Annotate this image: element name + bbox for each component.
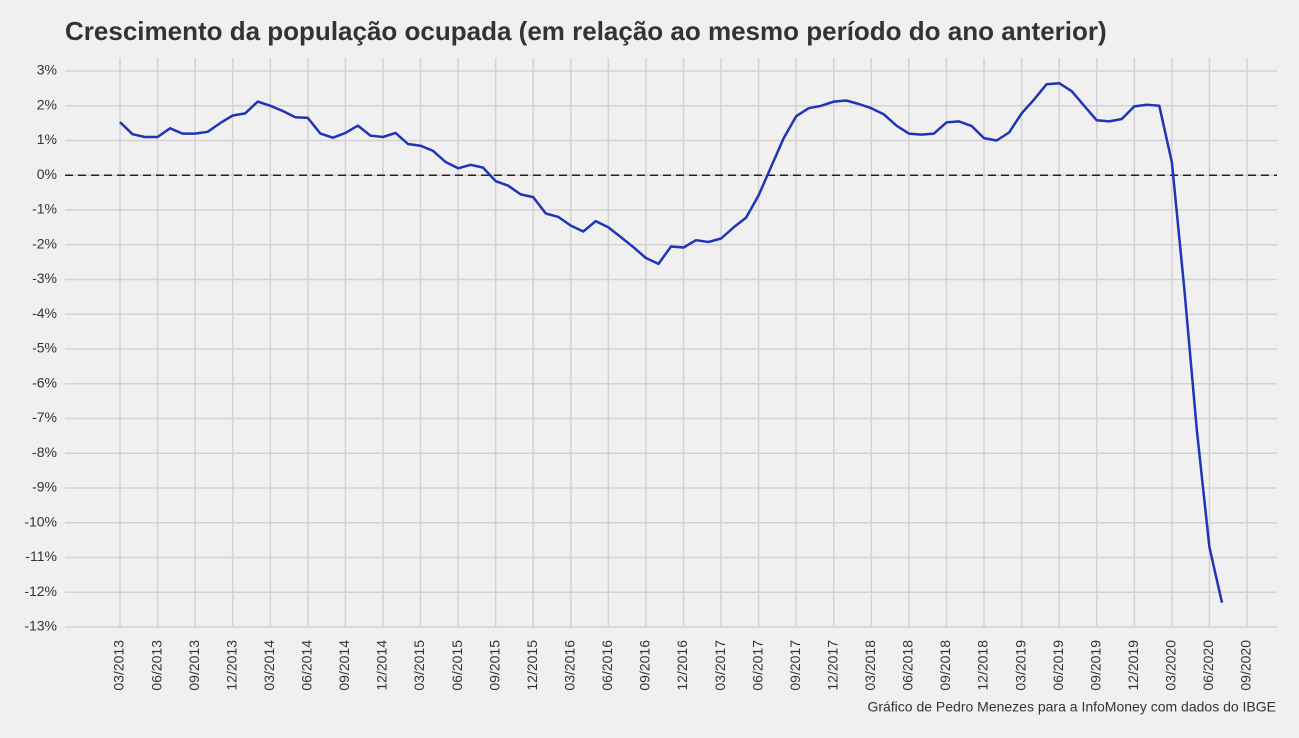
y-tick-label: -12% xyxy=(24,583,57,599)
x-tick-label: 09/2017 xyxy=(787,640,803,691)
y-tick-label: -10% xyxy=(24,513,57,529)
x-tick-label: 03/2015 xyxy=(411,640,427,691)
x-tick-label: 03/2016 xyxy=(562,640,578,691)
y-tick-label: -9% xyxy=(32,479,57,495)
y-tick-label: 0% xyxy=(37,166,57,182)
x-tick-label: 09/2019 xyxy=(1087,640,1103,691)
x-tick-label: 09/2015 xyxy=(486,640,502,691)
x-tick-label: 03/2013 xyxy=(111,640,127,691)
y-tick-label: -13% xyxy=(24,618,57,634)
y-tick-label: 2% xyxy=(37,96,57,112)
x-tick-label: 09/2016 xyxy=(637,640,653,691)
x-tick-label: 03/2020 xyxy=(1163,640,1179,691)
x-tick-label: 12/2016 xyxy=(674,640,690,691)
x-tick-label: 12/2017 xyxy=(824,640,840,691)
x-tick-label: 09/2013 xyxy=(186,640,202,691)
chart-title: Crescimento da população ocupada (em rel… xyxy=(65,16,1107,46)
x-tick-label: 03/2018 xyxy=(862,640,878,691)
y-tick-label: -1% xyxy=(32,201,57,217)
x-tick-label: 12/2019 xyxy=(1125,640,1141,691)
x-tick-label: 12/2018 xyxy=(975,640,991,691)
x-tick-label: 06/2017 xyxy=(749,640,765,691)
y-tick-label: 3% xyxy=(37,62,57,78)
caption: Gráfico de Pedro Menezes para a InfoMone… xyxy=(867,699,1276,715)
x-tick-label: 06/2018 xyxy=(900,640,916,691)
y-tick-label: -4% xyxy=(32,305,57,321)
y-tick-label: -11% xyxy=(25,548,57,564)
y-tick-label: 1% xyxy=(37,131,57,147)
y-tick-label: -8% xyxy=(32,444,57,460)
x-tick-label: 06/2016 xyxy=(599,640,615,691)
x-tick-label: 06/2014 xyxy=(299,640,315,691)
y-tick-label: -2% xyxy=(32,235,57,251)
x-tick-label: 12/2015 xyxy=(524,640,540,691)
x-tick-label: 12/2014 xyxy=(374,640,390,691)
y-tick-label: -7% xyxy=(32,409,57,425)
y-tick-label: -3% xyxy=(32,270,57,286)
x-tick-label: 09/2018 xyxy=(937,640,953,691)
x-tick-label: 06/2020 xyxy=(1200,640,1216,691)
x-tick-label: 06/2015 xyxy=(449,640,465,691)
x-tick-label: 03/2019 xyxy=(1012,640,1028,691)
x-tick-label: 03/2017 xyxy=(712,640,728,691)
y-tick-label: -5% xyxy=(32,340,57,356)
x-tick-label: 09/2014 xyxy=(336,640,352,691)
x-tick-label: 06/2013 xyxy=(148,640,164,691)
x-tick-label: 03/2014 xyxy=(261,640,277,691)
x-tick-label: 06/2019 xyxy=(1050,640,1066,691)
x-tick-label: 09/2020 xyxy=(1238,640,1254,691)
x-tick-label: 12/2013 xyxy=(223,640,239,691)
y-tick-label: -6% xyxy=(32,374,57,390)
line xyxy=(119,81,1224,603)
